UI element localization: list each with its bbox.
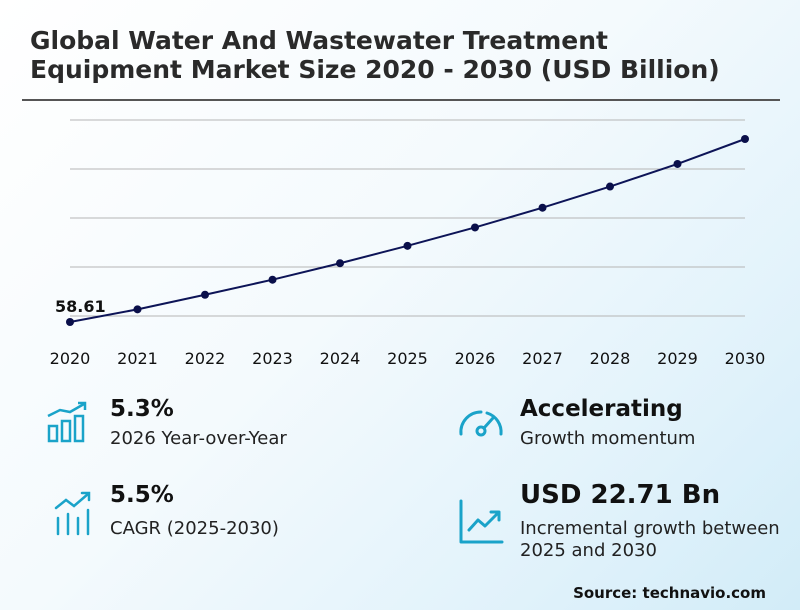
bar-growth-icon (46, 400, 94, 448)
data-point-2021 (133, 305, 142, 314)
data-point-2023 (268, 275, 277, 284)
data-point-2025 (403, 241, 412, 250)
x-tick-label: 2024 (320, 349, 361, 368)
data-label: 58.61 (55, 297, 106, 316)
stat-value: 5.3% (110, 396, 174, 422)
x-tick-label: 2022 (185, 349, 226, 368)
data-point-2027 (538, 203, 547, 212)
stat-label: 2026 Year-over-Year (110, 428, 287, 449)
x-tick-label: 2025 (387, 349, 428, 368)
chart-trend-icon (52, 488, 98, 540)
x-tick-label: 2023 (252, 349, 293, 368)
gauge-icon (456, 404, 506, 444)
data-point-2024 (336, 259, 344, 268)
x-tick-label: 2030 (725, 349, 766, 368)
title-divider (22, 99, 780, 101)
x-tick-label: 2026 (455, 349, 496, 368)
data-point-2028 (606, 182, 614, 191)
stat-value: Accelerating (520, 396, 683, 422)
x-tick-label: 2021 (117, 349, 158, 368)
stat-value: 5.5% (110, 482, 174, 508)
line-chart: 2020 2021 2022 2023 2024 2025 2026 2027 2028 2029… (50, 119, 766, 368)
source-credit: Source: technavio.com (573, 584, 766, 602)
x-tick-label: 2028 (590, 349, 631, 368)
chart-title: Global Water And Wastewater Treatment Eq… (30, 26, 720, 84)
data-point-2020 (66, 318, 74, 326)
x-tick-label: 2027 (522, 349, 563, 368)
stat-label: Incremental growth between 2025 and 2030 (520, 518, 780, 561)
data-point-2029 (673, 159, 682, 168)
data-point-2030 (741, 135, 749, 143)
stat-label: CAGR (2025-2030) (110, 518, 279, 539)
data-point-2026 (471, 223, 479, 232)
series-line (69, 138, 746, 323)
data-point-2022 (201, 290, 209, 299)
line-chart-frame-icon (458, 498, 504, 550)
stat-value: USD 22.71 Bn (520, 480, 721, 510)
stat-label: Growth momentum (520, 428, 696, 449)
x-tick-label: 2020 (50, 349, 91, 368)
x-tick-label: 2029 (657, 349, 698, 368)
